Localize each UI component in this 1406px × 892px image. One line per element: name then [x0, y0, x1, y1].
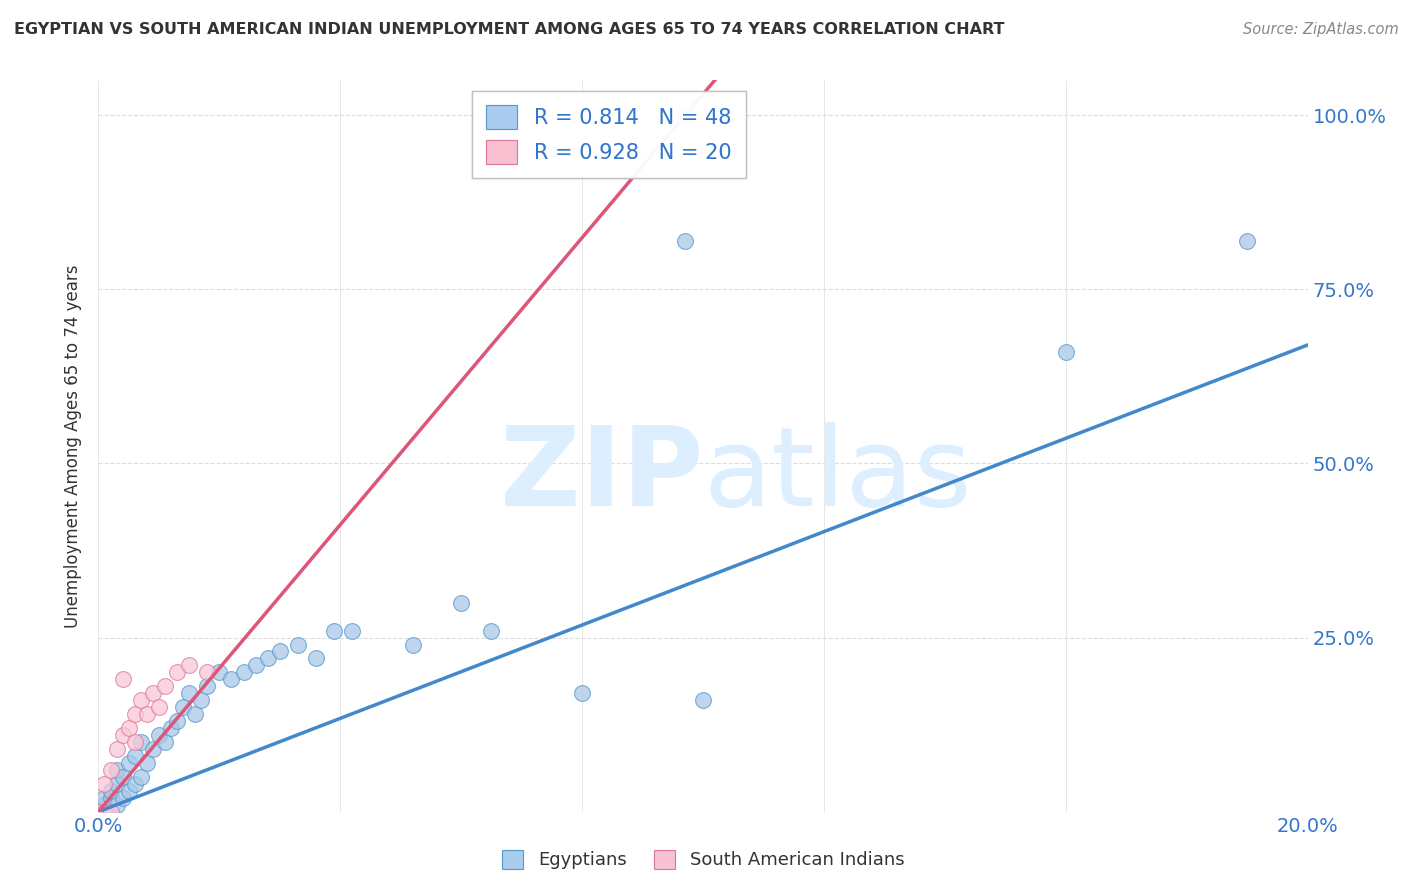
Point	[105, 797, 128, 812]
Point	[87, 805, 110, 819]
Point	[160, 721, 183, 735]
Point	[100, 790, 122, 805]
Text: ZIP: ZIP	[499, 422, 703, 529]
Point	[93, 805, 115, 819]
Point	[166, 714, 188, 728]
Point	[105, 742, 128, 756]
Point	[111, 790, 134, 805]
Point	[673, 234, 696, 248]
Text: EGYPTIAN VS SOUTH AMERICAN INDIAN UNEMPLOYMENT AMONG AGES 65 TO 74 YEARS CORRELA: EGYPTIAN VS SOUTH AMERICAN INDIAN UNEMPL…	[14, 22, 1004, 37]
Point	[118, 756, 141, 770]
Text: Source: ZipAtlas.com: Source: ZipAtlas.com	[1243, 22, 1399, 37]
Point	[111, 770, 134, 784]
Point	[692, 693, 714, 707]
Point	[571, 686, 593, 700]
Point	[105, 763, 128, 777]
Point	[100, 763, 122, 777]
Point	[93, 790, 115, 805]
Point	[450, 596, 472, 610]
Point	[118, 721, 141, 735]
Point	[100, 784, 122, 798]
Point	[142, 742, 165, 756]
Point	[111, 728, 134, 742]
Point	[232, 665, 254, 680]
Point	[221, 673, 243, 687]
Point	[124, 777, 146, 791]
Point	[111, 673, 134, 687]
Point	[124, 749, 146, 764]
Point	[87, 805, 110, 819]
Point	[105, 777, 128, 791]
Legend: R = 0.814   N = 48, R = 0.928   N = 20: R = 0.814 N = 48, R = 0.928 N = 20	[471, 91, 747, 178]
Point	[305, 651, 328, 665]
Point	[195, 665, 218, 680]
Text: atlas: atlas	[703, 422, 972, 529]
Point	[287, 638, 309, 652]
Point	[245, 658, 267, 673]
Point	[481, 624, 503, 638]
Point	[323, 624, 346, 638]
Point	[93, 797, 115, 812]
Point	[142, 686, 165, 700]
Point	[1054, 345, 1077, 359]
Point	[124, 735, 146, 749]
Point	[342, 624, 364, 638]
Point	[673, 108, 696, 122]
Point	[179, 686, 201, 700]
Point	[148, 700, 170, 714]
Point	[166, 665, 188, 680]
Point	[269, 644, 291, 658]
Point	[1236, 234, 1258, 248]
Point	[179, 658, 201, 673]
Point	[124, 707, 146, 722]
Point	[93, 805, 115, 819]
Point	[184, 707, 207, 722]
Point	[87, 805, 110, 819]
Point	[135, 707, 157, 722]
Point	[190, 693, 212, 707]
Point	[93, 777, 115, 791]
Point	[172, 700, 194, 714]
Point	[129, 770, 152, 784]
Point	[129, 693, 152, 707]
Y-axis label: Unemployment Among Ages 65 to 74 years: Unemployment Among Ages 65 to 74 years	[65, 264, 83, 628]
Point	[153, 735, 176, 749]
Point	[129, 735, 152, 749]
Legend: Egyptians, South American Indians: Egyptians, South American Indians	[492, 841, 914, 879]
Point	[153, 679, 176, 693]
Point	[402, 638, 425, 652]
Point	[148, 728, 170, 742]
Point	[256, 651, 278, 665]
Point	[118, 784, 141, 798]
Point	[135, 756, 157, 770]
Point	[195, 679, 218, 693]
Point	[100, 805, 122, 819]
Point	[208, 665, 231, 680]
Point	[100, 805, 122, 819]
